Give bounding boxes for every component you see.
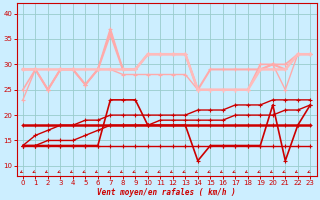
X-axis label: Vent moyen/en rafales ( km/h ): Vent moyen/en rafales ( km/h ): [97, 188, 236, 197]
